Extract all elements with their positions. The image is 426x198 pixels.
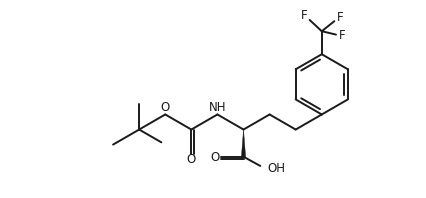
Text: OH: OH xyxy=(268,162,286,175)
Text: O: O xyxy=(160,101,170,114)
Text: F: F xyxy=(301,9,308,22)
Text: NH: NH xyxy=(209,101,226,114)
Text: O: O xyxy=(210,151,220,165)
Text: F: F xyxy=(339,29,345,42)
Text: O: O xyxy=(187,153,196,166)
Text: F: F xyxy=(337,11,343,24)
Polygon shape xyxy=(242,129,246,157)
